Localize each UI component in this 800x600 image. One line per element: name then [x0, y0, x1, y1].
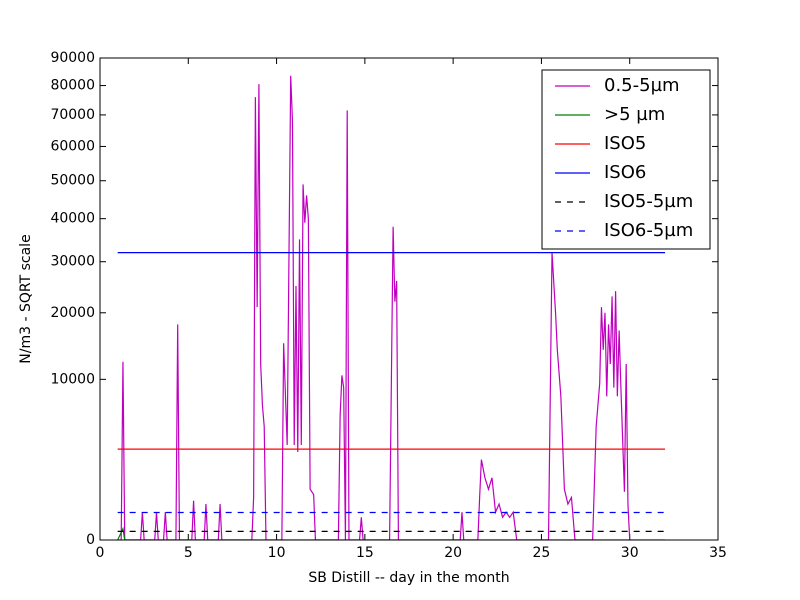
x-tick-label: 35	[709, 545, 727, 561]
legend-label: ISO5	[604, 133, 646, 154]
legend-label: ISO6-5µm	[604, 220, 693, 241]
x-tick-label: 25	[533, 545, 551, 561]
y-tick-label: 20000	[50, 305, 95, 321]
series-line	[117, 75, 631, 540]
legend-label: ISO6	[604, 162, 646, 183]
legend-box	[541, 69, 711, 250]
y-tick-label: 70000	[50, 107, 95, 123]
plot-frame	[99, 57, 719, 541]
y-tick-label: 60000	[50, 138, 95, 154]
y-tick-label: 80000	[50, 78, 95, 94]
legend-label: >5 µm	[604, 104, 665, 125]
legend-label: 0.5-5µm	[604, 75, 680, 96]
y-tick-label: 30000	[50, 254, 95, 270]
legend: 0.5-5µm >5 µm ISO5 ISO6 ISO5-5µm ISO6-5µm	[541, 69, 711, 250]
x-tick-label: 15	[356, 545, 374, 561]
y-tick-label: 10000	[50, 371, 95, 387]
y-tick-label: 40000	[50, 211, 95, 227]
y-tick-label: 0	[86, 532, 95, 548]
x-tick-label: 10	[268, 545, 286, 561]
x-tick-label: 20	[444, 545, 462, 561]
y-tick-label: 50000	[50, 173, 95, 189]
series-line	[117, 526, 666, 540]
x-tick-label: 5	[184, 545, 193, 561]
y-axis-label: N/m3 - SQRT scale	[18, 234, 34, 363]
legend-label: ISO5-5µm	[604, 191, 693, 212]
x-axis-label: SB Distill -- day in the month	[308, 570, 509, 586]
x-tick-label: 0	[96, 545, 105, 561]
x-tick-label: 30	[621, 545, 639, 561]
y-tick-label: 90000	[50, 50, 95, 66]
